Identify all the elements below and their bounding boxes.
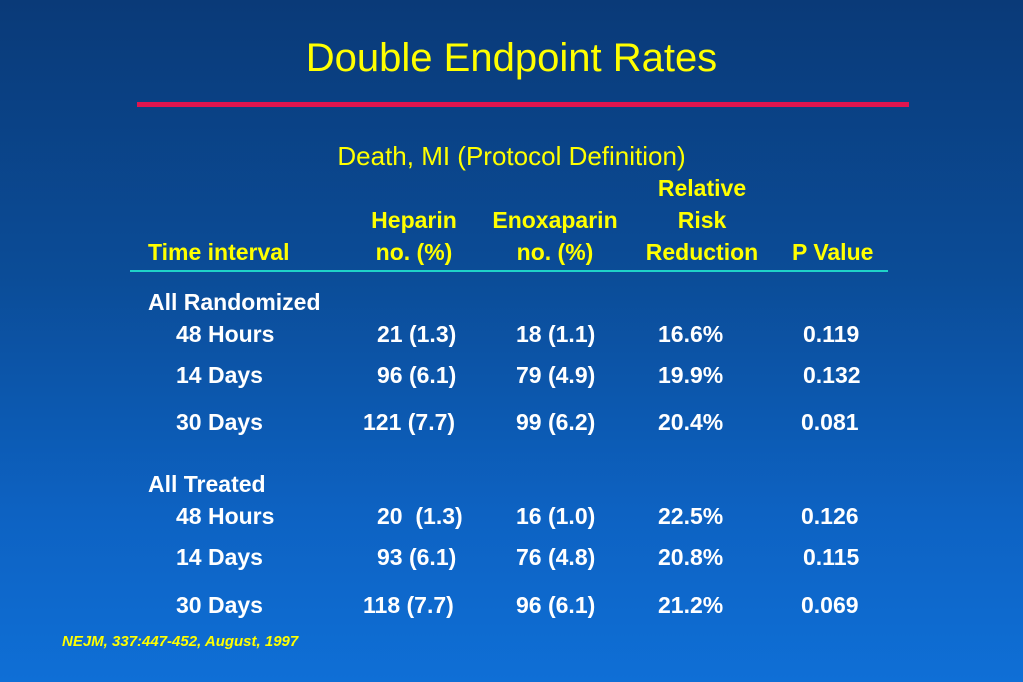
cell-rrr: 22.5% — [658, 503, 724, 529]
cell-enoxaparin: 76 (4.8) — [516, 544, 596, 570]
cell-rrr: 16.6% — [658, 321, 724, 347]
citation-footnote: NEJM, 337:447-452, August, 1997 — [62, 633, 299, 650]
header-rrr-line1: Relative — [657, 175, 747, 201]
cell-p-value: 0.126 — [801, 503, 859, 529]
cell-interval: 14 Days — [176, 362, 263, 388]
header-enoxaparin-line1: Enoxaparin — [492, 207, 618, 233]
cell-enoxaparin: 96 (6.1) — [516, 592, 596, 618]
header-heparin-line1: Heparin — [371, 207, 457, 233]
cell-rrr: 20.8% — [658, 544, 724, 570]
cell-p-value: 0.119 — [803, 321, 860, 347]
cell-p-value: 0.115 — [803, 544, 860, 570]
cell-enoxaparin: 18 (1.1) — [516, 321, 596, 347]
cell-heparin: 21 (1.3) — [377, 321, 457, 347]
cell-p-value: 0.069 — [801, 592, 859, 618]
cell-heparin: 20 (1.3) — [377, 503, 463, 529]
cell-rrr: 19.9% — [658, 362, 724, 388]
slide-title: Double Endpoint Rates — [305, 36, 718, 80]
cell-heparin: 121 (7.7) — [363, 409, 456, 435]
cell-interval: 30 Days — [176, 409, 263, 435]
header-rrr-line3: Reduction — [645, 239, 759, 265]
cell-rrr: 20.4% — [658, 409, 724, 435]
cell-enoxaparin: 99 (6.2) — [516, 409, 596, 435]
cell-interval: 48 Hours — [176, 321, 275, 347]
group-label-randomized: All Randomized — [148, 289, 321, 315]
cell-p-value: 0.132 — [803, 362, 861, 388]
slide-subtitle: Death, MI (Protocol Definition) — [337, 141, 686, 171]
cell-p-value: 0.081 — [801, 409, 859, 435]
cell-heparin: 118 (7.7) — [363, 592, 454, 618]
cell-interval: 30 Days — [176, 592, 263, 618]
cell-heparin: 93 (6.1) — [377, 544, 457, 570]
header-p-value: P Value — [792, 239, 874, 265]
header-enoxaparin-line2: no. (%) — [516, 239, 594, 265]
cell-interval: 48 Hours — [176, 503, 275, 529]
header-heparin-line2: no. (%) — [375, 239, 453, 265]
header-rrr-line2: Risk — [677, 207, 727, 233]
cell-enoxaparin: 16 (1.0) — [516, 503, 596, 529]
cell-enoxaparin: 79 (4.9) — [516, 362, 596, 388]
cell-interval: 14 Days — [176, 544, 263, 570]
header-divider — [130, 270, 888, 272]
title-divider — [137, 102, 909, 107]
header-time-interval: Time interval — [148, 239, 290, 265]
group-label-treated: All Treated — [148, 471, 266, 497]
cell-rrr: 21.2% — [658, 592, 724, 618]
cell-heparin: 96 (6.1) — [377, 362, 457, 388]
